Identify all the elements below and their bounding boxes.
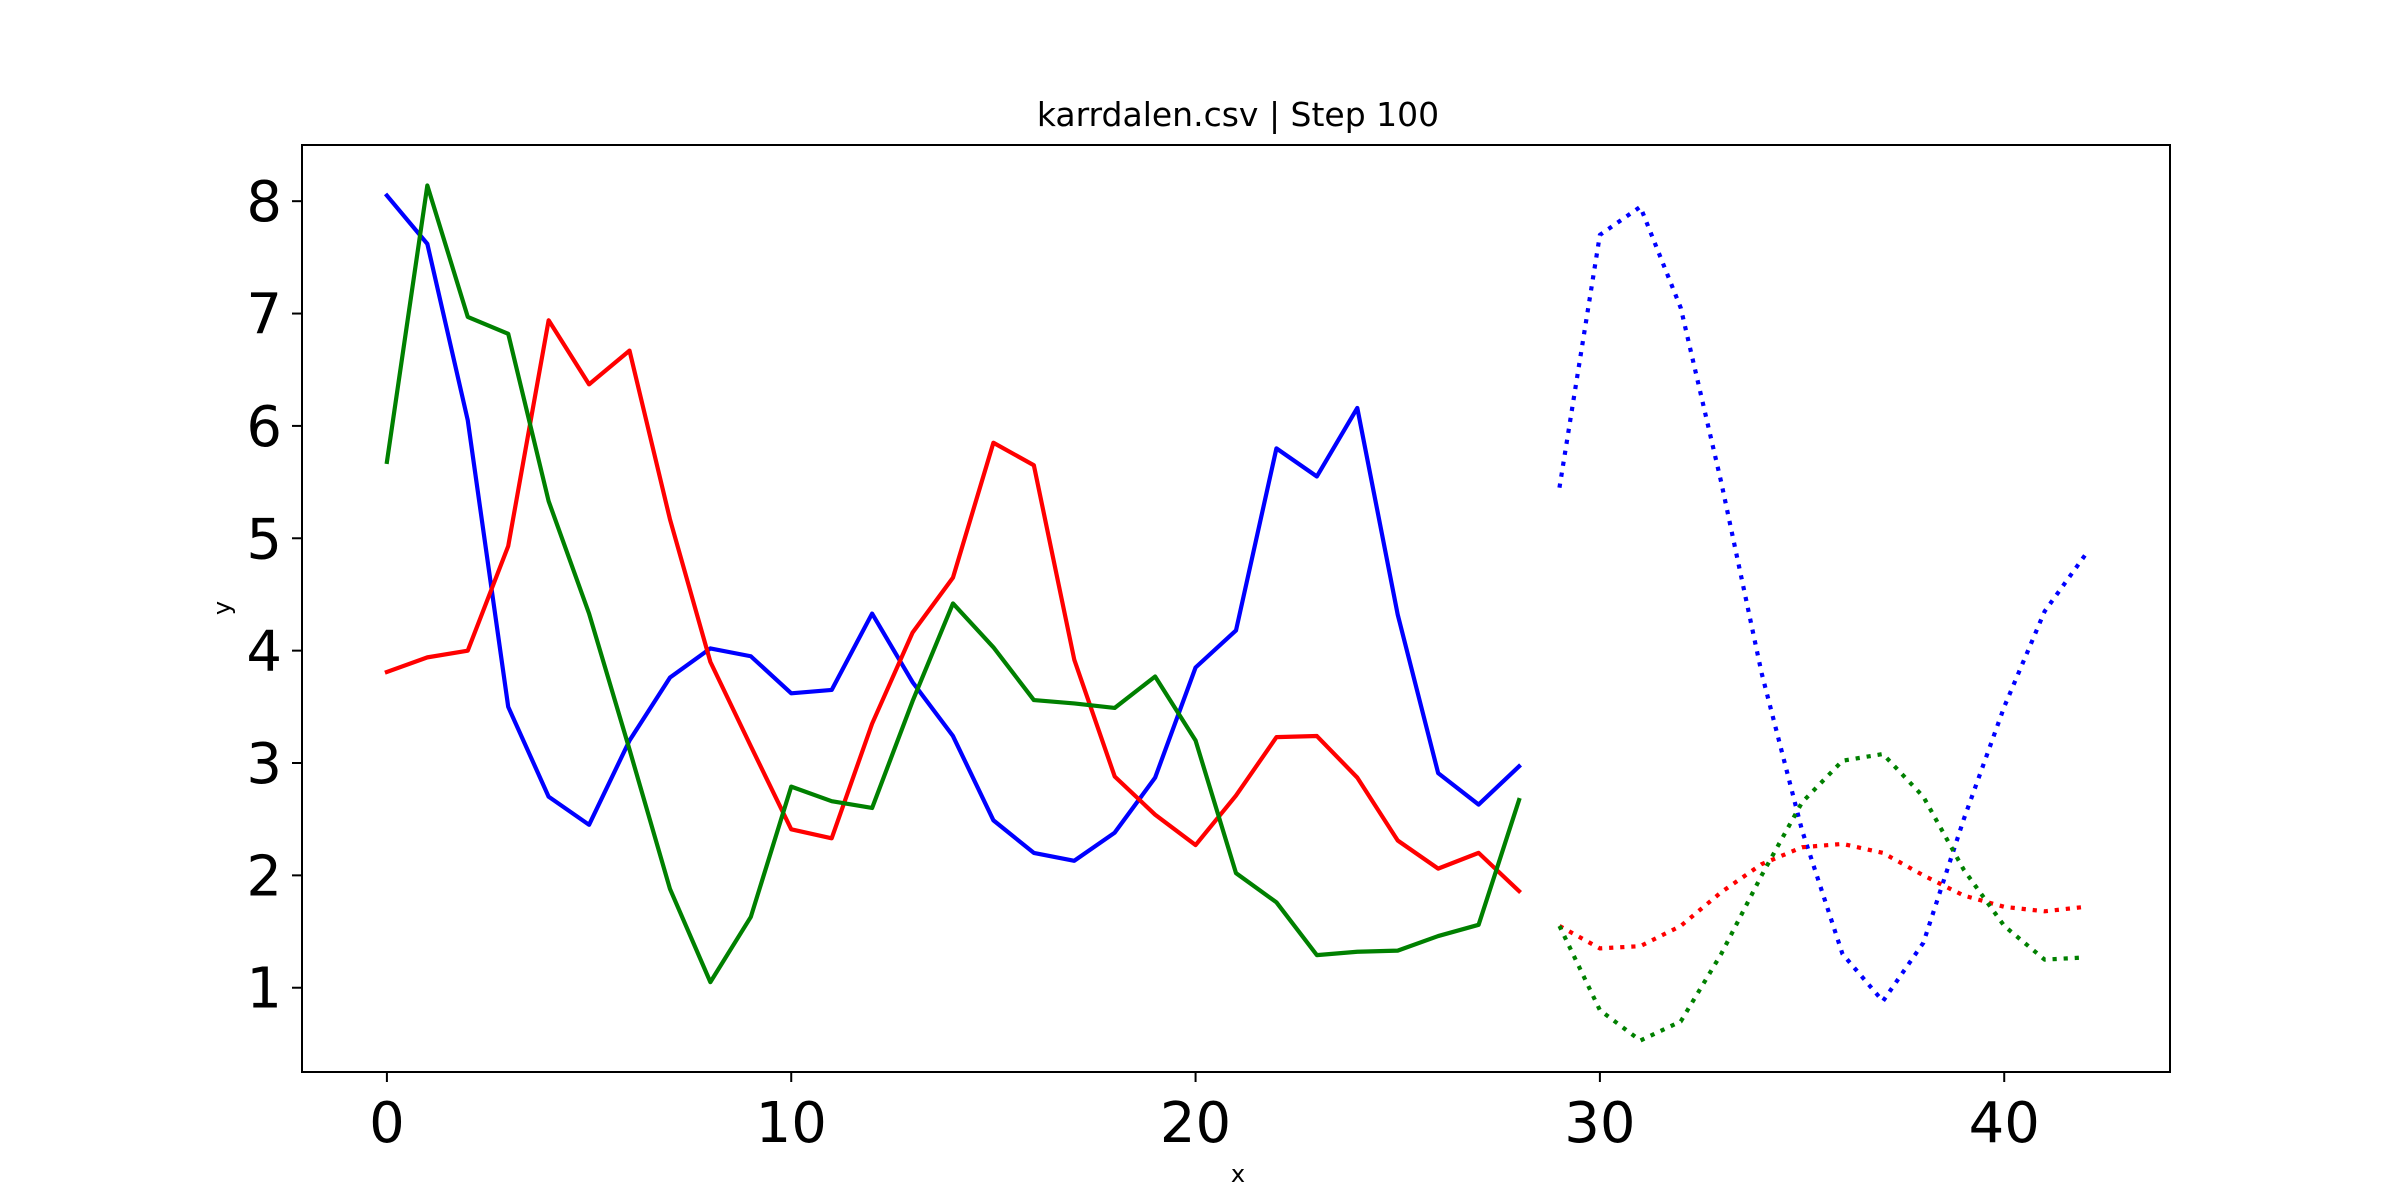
series-line-3 (384, 183, 1522, 985)
y-tick-label-8: 8 (246, 170, 282, 235)
chart-title: karrdalen.csv | Step 100 (1037, 95, 1439, 134)
x-tick-label-10: 10 (756, 1091, 827, 1156)
x-tick-label-40: 40 (1969, 1091, 2040, 1156)
x-tick-label-30: 30 (1564, 1091, 1635, 1156)
y-tick-label-4: 4 (246, 620, 282, 685)
y-tick-label-2: 2 (246, 844, 282, 909)
series-line-2 (384, 318, 1522, 895)
y-tick-label-3: 3 (246, 732, 282, 797)
series-line-1 (383, 192, 1522, 863)
x-tick-label-20: 20 (1160, 1091, 1231, 1156)
series-line-4 (1557, 204, 2087, 1004)
x-axis-label: x (1231, 1160, 1245, 1188)
plot-frame (301, 144, 2171, 1073)
series-line-6 (1557, 751, 2086, 1043)
y-tick-label-1: 1 (246, 957, 282, 1022)
y-tick-label-5: 5 (246, 507, 282, 572)
y-tick-label-6: 6 (246, 395, 282, 460)
y-tick-label-7: 7 (246, 283, 282, 348)
x-tick-label-0: 0 (369, 1091, 405, 1156)
plot-area: 0 10 20 30 40 1 2 3 4 5 6 7 8 (246, 144, 2171, 1156)
y-axis-label: y (208, 601, 236, 615)
